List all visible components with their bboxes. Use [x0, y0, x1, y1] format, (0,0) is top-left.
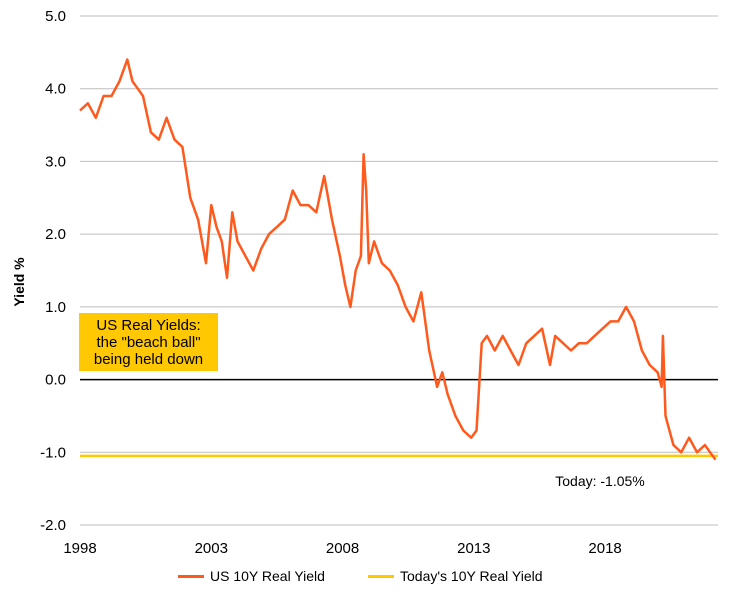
legend-label-real-yield: US 10Y Real Yield — [210, 568, 325, 584]
y-tick-label: -1.0 — [40, 444, 66, 461]
legend-item-todays-yield: Today's 10Y Real Yield — [368, 568, 543, 584]
x-tick-label: 1998 — [63, 540, 96, 557]
legend-item-real-yield: US 10Y Real Yield — [178, 568, 325, 584]
legend: US 10Y Real Yield Today's 10Y Real Yield — [0, 568, 740, 588]
series-line-real-yield — [79, 58, 717, 461]
y-tick-label: 3.0 — [45, 153, 66, 170]
callout-line-1: US Real Yields: — [96, 317, 201, 334]
legend-swatch-todays-yield — [368, 574, 394, 578]
callout-line-2: the "beach ball" — [96, 334, 201, 351]
y-tick-label: 1.0 — [45, 299, 66, 316]
legend-swatch-real-yield — [178, 574, 204, 578]
y-tick-label: 2.0 — [45, 226, 66, 243]
x-tick-labels: 1998 2003 2008 2013 2018 — [63, 540, 621, 557]
y-tick-label: 5.0 — [45, 8, 66, 25]
y-tick-label: 4.0 — [45, 81, 66, 98]
x-tick-label: 2003 — [195, 540, 228, 557]
legend-label-todays-yield: Today's 10Y Real Yield — [400, 568, 543, 584]
callout-line-3: being held down — [93, 351, 204, 368]
y-tick-label: -2.0 — [40, 517, 66, 534]
callout-box: US Real Yields: the "beach ball" being h… — [79, 313, 218, 371]
today-annotation: Today: -1.05% — [555, 473, 645, 489]
x-tick-label: 2018 — [588, 540, 621, 557]
x-tick-label: 2013 — [457, 540, 490, 557]
gridlines — [80, 15, 718, 526]
real-yield-series — [79, 58, 717, 461]
y-tick-label: 0.0 — [45, 372, 66, 389]
y-tick-labels: 5.0 4.0 3.0 2.0 1.0 0.0 -1.0 -2.0 — [40, 8, 66, 534]
x-tick-label: 2008 — [326, 540, 359, 557]
y-axis-label: Yield % — [11, 257, 27, 307]
